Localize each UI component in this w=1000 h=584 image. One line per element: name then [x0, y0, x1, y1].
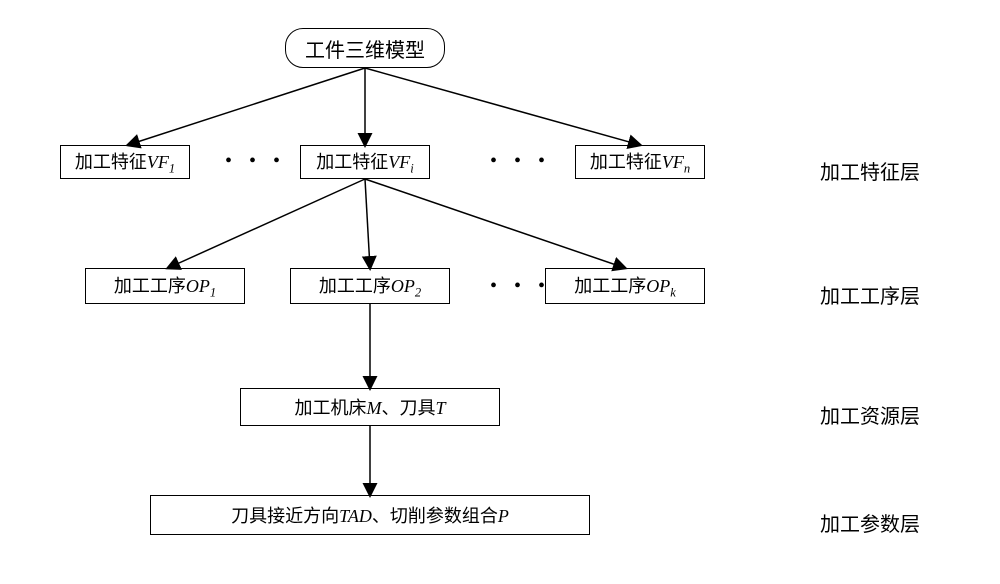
ellipsis: • • •	[490, 275, 551, 298]
ellipsis: • • •	[490, 150, 551, 173]
node-vfi: 加工特征VFi	[300, 145, 430, 179]
node-op2: 加工工序OP2	[290, 268, 450, 304]
label-param-layer: 加工参数层	[820, 508, 920, 537]
node-vfn: 加工特征VFn	[575, 145, 705, 179]
label-process-layer: 加工工序层	[820, 280, 920, 309]
node-resource: 加工机床M、刀具T	[240, 388, 500, 426]
label-resource-layer: 加工资源层	[820, 400, 920, 429]
ellipsis: • • •	[225, 150, 286, 173]
label-feature-layer: 加工特征层	[820, 156, 920, 185]
node-param: 刀具接近方向TAD、切削参数组合P	[150, 495, 590, 535]
root-node: 工件三维模型	[285, 28, 445, 68]
node-op1: 加工工序OP1	[85, 268, 245, 304]
node-opk: 加工工序OPk	[545, 268, 705, 304]
node-vf1: 加工特征VF1	[60, 145, 190, 179]
